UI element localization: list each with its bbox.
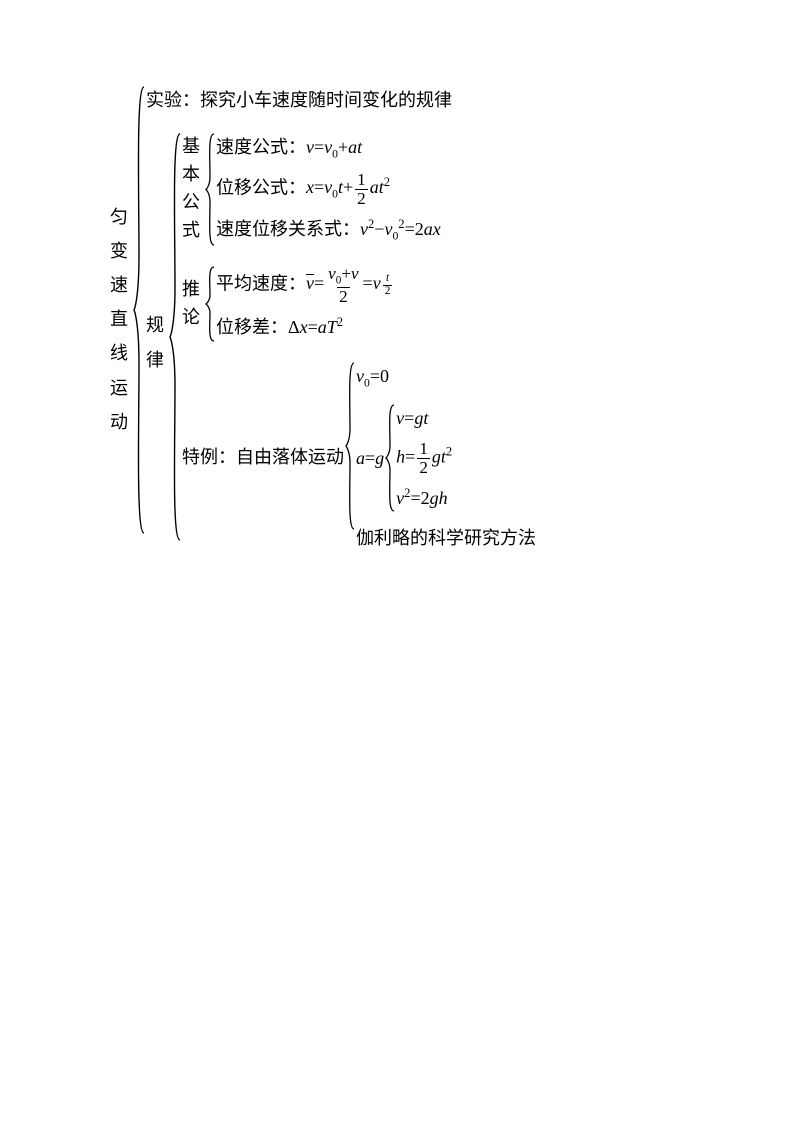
basic-group: 基本公式 速度公式：v=v0+at 位移公式：x=v0t+12at2 速度位移关… bbox=[182, 132, 536, 247]
basic-children: 速度公式：v=v0+at 位移公式：x=v0t+12at2 速度位移关系式：v2… bbox=[216, 132, 441, 246]
displacement-formula: 位移公式：x=v0t+12at2 bbox=[216, 171, 441, 208]
vgt-formula: v=gt bbox=[396, 403, 452, 434]
vd-formula: 速度位移关系式：v2−v02=2ax bbox=[216, 214, 441, 246]
rules-children: 基本公式 速度公式：v=v0+at 位移公式：x=v0t+12at2 速度位移关… bbox=[182, 132, 536, 554]
root-group: 匀变速直线运动 实验：探究小车速度随时间变化的规律 规律 基本公式 bbox=[110, 85, 800, 554]
galileo-text: 伽利略的科学研究方法 bbox=[356, 523, 536, 554]
experiment-row: 实验：探究小车速度随时间变化的规律 bbox=[146, 85, 536, 116]
root-label: 匀变速直线运动 bbox=[110, 200, 132, 439]
brace-icon bbox=[204, 132, 216, 247]
corollary-label: 推论 bbox=[182, 276, 204, 332]
brace-icon bbox=[344, 361, 356, 531]
brace-icon bbox=[384, 403, 396, 513]
disp-diff-formula: 位移差：Δx=aT2 bbox=[216, 312, 394, 343]
experiment-text: 探究小车速度随时间变化的规律 bbox=[200, 85, 452, 116]
ag-children: v=gt h=12gt2 v2=2gh bbox=[396, 403, 452, 513]
corollary-group: 推论 平均速度：v=v0+v2=vt2 位移差：Δx=aT2 bbox=[182, 265, 536, 343]
concept-map: 匀变速直线运动 实验：探究小车速度随时间变化的规律 规律 基本公式 bbox=[0, 0, 800, 554]
ag-prefix: a=g bbox=[356, 443, 384, 474]
v0-formula: v0=0 bbox=[356, 361, 536, 393]
root-children: 实验：探究小车速度随时间变化的规律 规律 基本公式 速度公 bbox=[146, 85, 536, 554]
brace-icon bbox=[132, 85, 146, 535]
rules-group: 规律 基本公式 速度公式：v=v0+at 位移公式：x=v0t+12at2 bbox=[146, 132, 536, 554]
experiment-prefix: 实验： bbox=[146, 85, 200, 116]
velocity-formula: 速度公式：v=v0+at bbox=[216, 132, 441, 164]
corollary-children: 平均速度：v=v0+v2=vt2 位移差：Δx=aT2 bbox=[216, 265, 394, 343]
avg-velocity-formula: 平均速度：v=v0+v2=vt2 bbox=[216, 265, 394, 306]
rules-label: 规律 bbox=[146, 308, 168, 376]
v2-formula: v2=2gh bbox=[396, 483, 452, 514]
special-children: v0=0 a=g v=gt h=12gt2 v2=2gh bbox=[356, 361, 536, 554]
brace-icon bbox=[204, 265, 216, 343]
basic-label: 基本公式 bbox=[182, 133, 204, 245]
h-formula: h=12gt2 bbox=[396, 440, 452, 477]
special-prefix: 特例：自由落体运动 bbox=[182, 442, 344, 473]
ag-group: a=g v=gt h=12gt2 v2=2gh bbox=[356, 403, 536, 513]
brace-icon bbox=[168, 132, 182, 542]
special-group: 特例：自由落体运动 v0=0 a=g bbox=[182, 361, 536, 554]
